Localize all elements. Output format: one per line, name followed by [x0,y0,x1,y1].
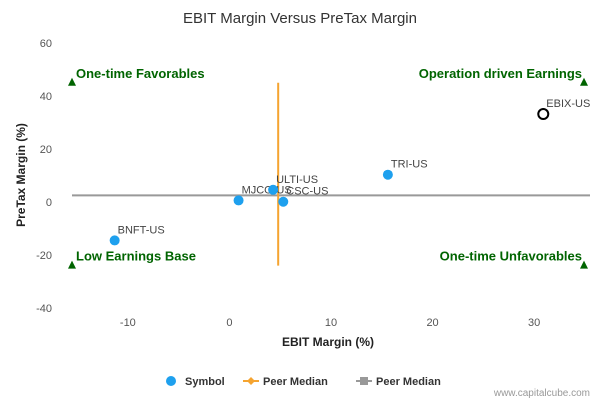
data-point [382,169,393,180]
legend-median-diamond [247,377,255,385]
legend: Symbol Peer Median Peer Median [166,376,441,388]
data-point [109,235,120,246]
quadrant-label-bottom-right: One-time Unfavorables [440,249,582,264]
x-tick-label: 20 [426,317,438,329]
data-point-label: ULTI-US [276,174,318,186]
chart-title: EBIT Margin Versus PreTax Margin [183,10,417,27]
x-tick-label: 10 [325,317,337,329]
tick-labels: -10 0 10 20 30 -40 -20 0 20 40 60 [36,38,540,329]
quadrant-label-top-right: Operation driven Earnings [419,66,582,81]
quadrant-label-bottom-left: Low Earnings Base [76,249,196,264]
data-point [278,196,289,207]
x-tick-label: -10 [120,317,136,329]
y-tick-label: 0 [46,197,52,209]
data-point-hollow [537,108,550,121]
peer-median-lines [72,82,590,266]
quadrant-annotations: One-time Favorables Operation driven Earn… [68,66,588,269]
watermark: www.capitalcube.com [493,388,590,399]
data-point-label: EBIX-US [546,98,590,110]
x-axis-label: EBIT Margin (%) [282,335,374,349]
data-point-label: CSC-US [286,186,328,198]
data-point-label: BNFT-US [118,224,165,236]
data-point-label: MJCO-US [242,184,292,196]
legend-label: Peer Median [263,376,328,388]
quadrant-label-top-left: One-time Favorables [76,66,205,81]
data-point-label: TRI-US [391,159,428,171]
y-axis-label: PreTax Margin (%) [14,123,28,227]
y-tick-label: 40 [40,91,52,103]
quadrant-marker-bottom-left [68,260,76,269]
quadrant-marker-top-left [68,77,76,86]
data-point [233,195,244,206]
legend-median-square [360,377,368,385]
quadrant-marker-top-right [580,77,588,86]
quadrant-marker-bottom-right [580,260,588,269]
x-tick-label: 30 [528,317,540,329]
y-tick-label: -20 [36,250,52,262]
x-tick-label: 0 [226,317,232,329]
y-tick-label: 20 [40,144,52,156]
legend-symbol-circle [166,376,176,386]
legend-label: Peer Median [376,376,441,388]
y-tick-label: -40 [36,303,52,315]
data-point [268,184,279,195]
legend-label: Symbol [185,376,225,388]
y-tick-label: 60 [40,38,52,50]
